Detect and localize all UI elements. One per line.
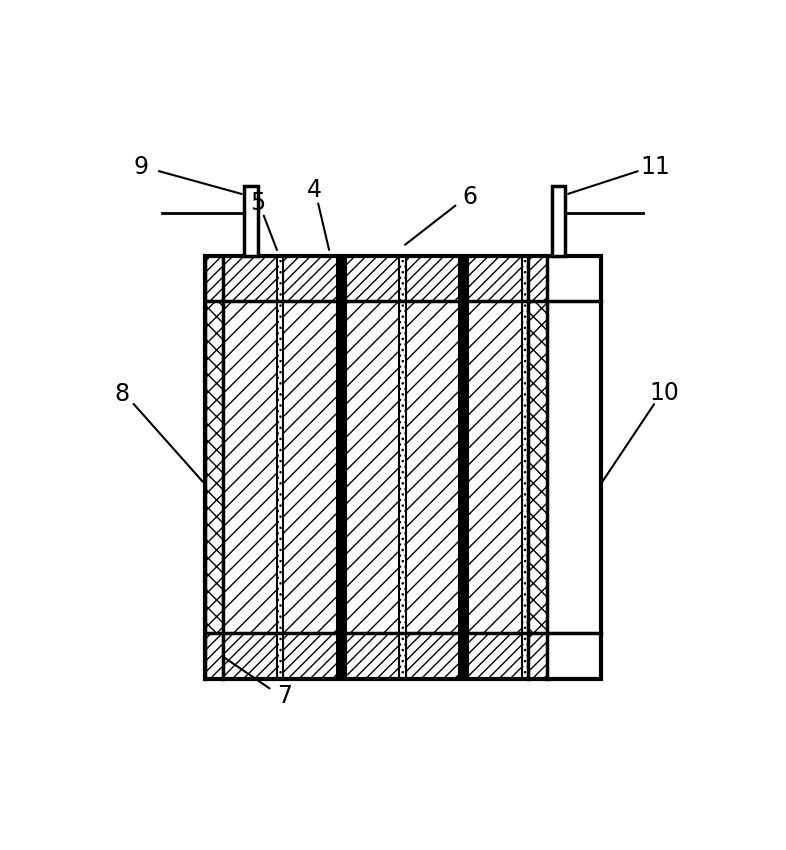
Bar — [223, 256, 277, 302]
Bar — [277, 256, 284, 679]
Bar — [284, 256, 337, 302]
Bar — [346, 633, 399, 679]
Text: 11: 11 — [640, 155, 670, 179]
Bar — [468, 256, 522, 302]
Bar — [528, 256, 546, 302]
Text: 9: 9 — [134, 156, 149, 179]
Bar — [468, 633, 522, 679]
Bar — [468, 302, 522, 633]
Bar — [205, 302, 223, 633]
Bar — [460, 256, 468, 679]
Bar — [528, 302, 546, 633]
Text: 7: 7 — [277, 684, 292, 708]
Text: 6: 6 — [462, 185, 477, 209]
Bar — [406, 256, 460, 302]
Bar — [244, 185, 258, 256]
Bar — [406, 633, 460, 679]
Bar — [205, 256, 223, 302]
Bar — [552, 185, 565, 256]
Bar — [205, 256, 601, 679]
Bar — [337, 256, 346, 679]
Bar — [406, 302, 460, 633]
Bar — [284, 302, 337, 633]
Bar — [346, 302, 399, 633]
Text: 5: 5 — [250, 190, 265, 215]
Text: 10: 10 — [649, 381, 679, 405]
Bar — [346, 256, 399, 302]
Bar — [399, 256, 406, 679]
Text: 8: 8 — [114, 382, 129, 405]
Bar — [528, 633, 546, 679]
Bar — [223, 633, 277, 679]
Bar — [522, 256, 528, 679]
Text: 4: 4 — [307, 178, 321, 202]
Bar — [223, 302, 277, 633]
Bar — [205, 633, 223, 679]
Bar — [284, 633, 337, 679]
